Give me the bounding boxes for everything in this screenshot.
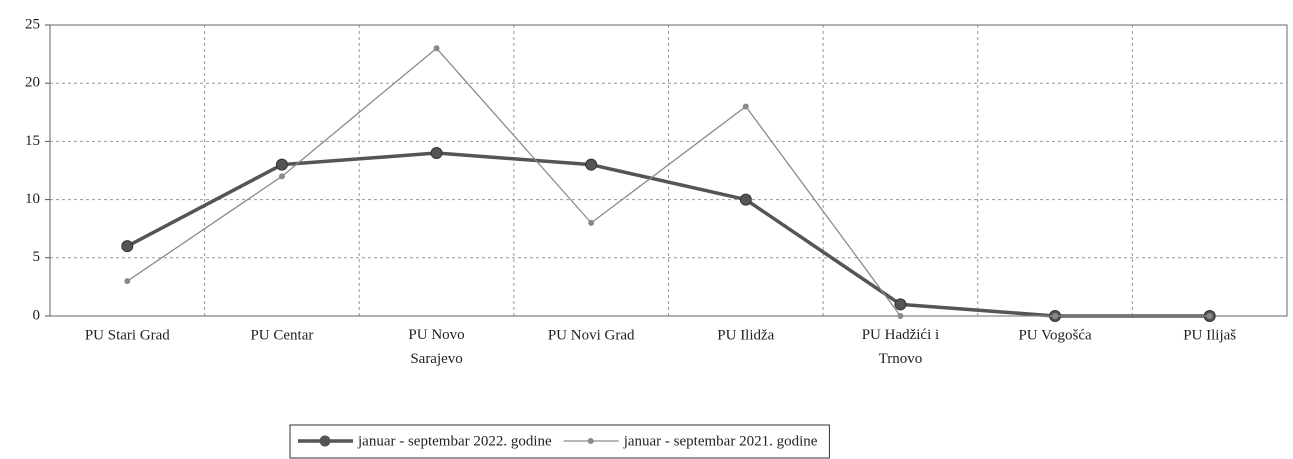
data-point — [739, 193, 752, 206]
x-tick-label: PU Hadžići i Trnovo — [862, 327, 939, 367]
data-point — [1206, 313, 1213, 319]
legend-label: januar - septembar 2021. godine — [623, 433, 818, 449]
data-point — [278, 173, 285, 180]
x-tick-label: PU Ilidža — [717, 327, 774, 343]
x-tick-label: PU Ilijaš — [1183, 327, 1236, 343]
x-tick-label: PU Novo Sarajevo — [408, 327, 464, 367]
data-point — [1052, 313, 1059, 319]
legend-marker — [587, 438, 594, 444]
data-point — [742, 103, 749, 110]
data-point — [124, 278, 131, 285]
series-line — [126, 151, 1210, 318]
data-point — [433, 45, 440, 52]
data-point — [121, 240, 134, 253]
y-tick-label: 0 — [33, 307, 41, 323]
x-tick-label: PU Stari Grad — [85, 327, 170, 343]
series-line — [126, 47, 1210, 317]
x-tick-label: PU Vogošća — [1018, 327, 1092, 343]
x-tick-label: PU Novi Grad — [548, 327, 635, 343]
x-tick-label: PU Centar — [250, 327, 313, 343]
legend-box — [289, 424, 830, 459]
data-point — [275, 158, 288, 171]
y-tick-label: 25 — [25, 16, 40, 32]
data-point — [585, 158, 598, 171]
y-tick-label: 10 — [25, 191, 40, 207]
plot-frame — [49, 24, 1288, 317]
y-tick-label: 20 — [25, 75, 40, 91]
legend-label: januar - septembar 2022. godine — [357, 433, 552, 449]
data-point — [894, 298, 907, 311]
data-point — [430, 147, 443, 160]
y-tick-label: 5 — [33, 249, 41, 265]
legend: januar - septembar 2022. godine januar - … — [289, 424, 830, 459]
legend-marker — [319, 435, 331, 447]
data-point — [897, 313, 904, 319]
y-tick-label: 15 — [25, 133, 40, 149]
data-point — [588, 219, 595, 226]
